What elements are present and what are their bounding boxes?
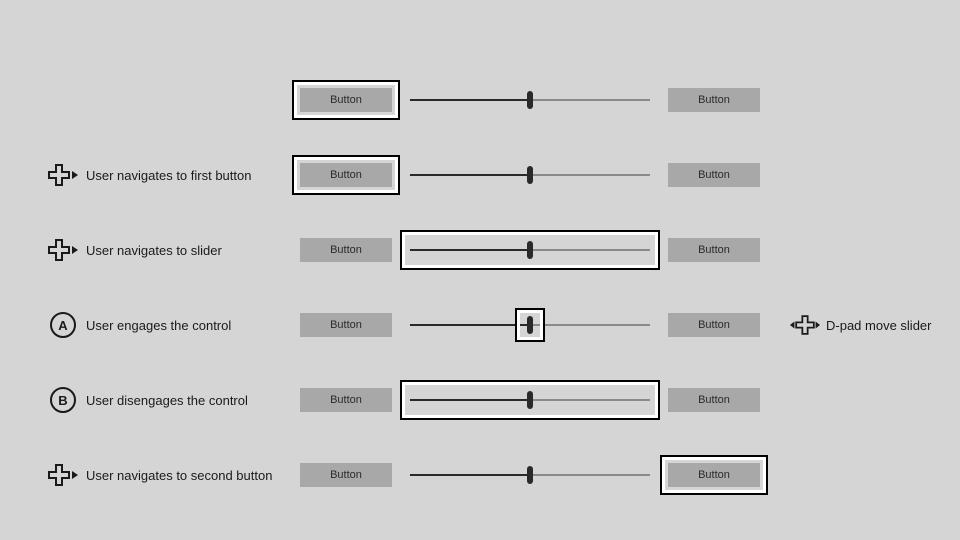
button-label: Button <box>698 394 730 406</box>
circle-letter: A <box>50 312 76 338</box>
dpad-icon <box>48 164 78 186</box>
button-label: Button <box>330 319 362 331</box>
step-description: User disengages the control <box>86 393 248 408</box>
b-button-icon: B <box>48 387 78 413</box>
step-row-1: User navigates to first button Button Bu… <box>0 155 960 195</box>
first-button[interactable]: Button <box>300 463 392 487</box>
second-button[interactable]: Button <box>668 313 760 337</box>
slider-control[interactable] <box>410 163 650 187</box>
step-row-3: A User engages the control Button Button <box>0 305 960 345</box>
slider-thumb[interactable] <box>527 166 533 184</box>
step-description: User navigates to slider <box>86 243 222 258</box>
button-label: Button <box>330 169 362 181</box>
dpad-lr-icon <box>790 314 820 336</box>
slider-control[interactable] <box>410 88 650 112</box>
slider-control[interactable] <box>410 238 650 262</box>
slider-thumb[interactable] <box>527 391 533 409</box>
first-button[interactable]: Button <box>300 88 392 112</box>
first-button[interactable]: Button <box>300 388 392 412</box>
first-button[interactable]: Button <box>300 313 392 337</box>
button-label: Button <box>330 94 362 106</box>
button-label: Button <box>330 469 362 481</box>
button-label: Button <box>698 319 730 331</box>
controls-col: Button Button <box>300 88 780 112</box>
button-label: Button <box>698 469 730 481</box>
step-description: User navigates to second button <box>86 468 272 483</box>
second-button[interactable]: Button <box>668 88 760 112</box>
a-button-icon: A <box>48 312 78 338</box>
slider-control[interactable] <box>410 388 650 412</box>
step-row-0: Button Button <box>0 80 960 120</box>
button-label: Button <box>330 394 362 406</box>
step-description: User engages the control <box>86 318 231 333</box>
step-row-4: B User disengages the control Button But… <box>0 380 960 420</box>
button-label: Button <box>698 94 730 106</box>
second-button[interactable]: Button <box>668 163 760 187</box>
slider-track-empty <box>533 99 650 101</box>
slider-thumb[interactable] <box>527 466 533 484</box>
step-description: User navigates to first button <box>86 168 251 183</box>
second-button[interactable]: Button <box>668 388 760 412</box>
button-label: Button <box>330 244 362 256</box>
dpad-icon <box>48 464 78 486</box>
circle-letter: B <box>50 387 76 413</box>
slider-thumb[interactable] <box>527 91 533 109</box>
slider-thumb[interactable] <box>527 241 533 259</box>
first-button[interactable]: Button <box>300 163 392 187</box>
diagram-canvas: Button Button User navigates to firs <box>0 0 960 540</box>
button-label: Button <box>698 169 730 181</box>
slider-control[interactable] <box>410 463 650 487</box>
button-label: Button <box>698 244 730 256</box>
second-button[interactable]: Button <box>668 463 760 487</box>
step-row-5: User navigates to second button Button B… <box>0 455 960 495</box>
hint-text: D-pad move slider <box>826 318 932 333</box>
first-button[interactable]: Button <box>300 238 392 262</box>
second-button[interactable]: Button <box>668 238 760 262</box>
slider-control[interactable] <box>410 313 650 337</box>
step-row-2: User navigates to slider Button Button <box>0 230 960 270</box>
slider-track-filled <box>410 99 527 101</box>
dpad-icon <box>48 239 78 261</box>
slider-thumb[interactable] <box>527 316 533 334</box>
